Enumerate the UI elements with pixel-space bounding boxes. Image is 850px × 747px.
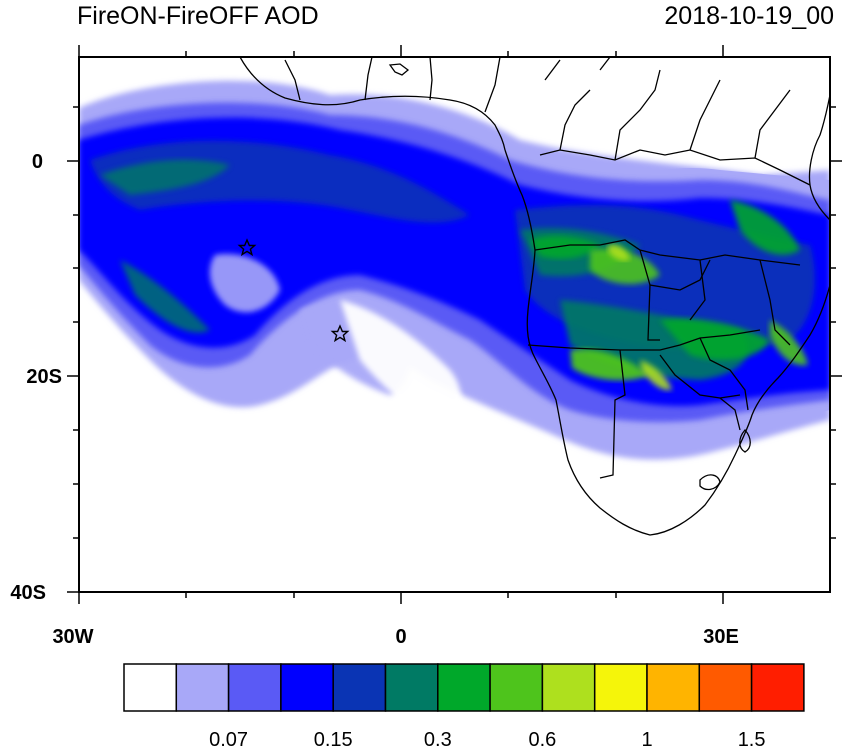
colorbar-swatch xyxy=(227,663,282,712)
colorbar-swatch xyxy=(489,663,544,712)
colorbar-swatch xyxy=(698,663,753,712)
star-marker-south xyxy=(330,324,350,343)
site-markers xyxy=(237,238,350,343)
colorbar-label: 1.5 xyxy=(738,729,766,747)
colorbar-label: 1 xyxy=(641,729,652,747)
map-frame xyxy=(78,56,831,593)
colorbar-swatch xyxy=(384,663,439,712)
axis-ticks xyxy=(67,45,842,604)
lon-label-0: 0 xyxy=(395,626,406,648)
colorbar-swatch xyxy=(750,663,805,712)
colorbar-swatch xyxy=(541,663,596,712)
colorbar-label: 0.07 xyxy=(209,729,248,747)
lat-label-0: 0 xyxy=(32,151,43,173)
colorbar-swatch xyxy=(593,663,648,712)
colorbar-swatch xyxy=(646,663,701,712)
colorbar-swatch xyxy=(123,663,178,712)
colorbar-label: 0.3 xyxy=(424,729,452,747)
map-title: FireON-FireOFF AOD xyxy=(77,2,319,30)
colorbar-labels: 0.07 0.15 0.3 0.6 1 1.5 xyxy=(209,729,765,747)
land-boundaries xyxy=(239,57,830,536)
colorbar-swatch xyxy=(175,663,230,712)
colorbar-swatch xyxy=(280,663,334,712)
colorbar-swatch xyxy=(332,663,387,712)
lat-label-20s: 20S xyxy=(26,366,62,388)
colorbar-label: 0.6 xyxy=(528,729,556,747)
colorbar-label: 0.15 xyxy=(314,729,353,747)
lon-label-30e: 30E xyxy=(703,626,739,648)
aod-field xyxy=(79,80,830,460)
lat-label-40s: 40S xyxy=(10,582,46,604)
colorbar xyxy=(123,663,805,712)
star-marker-north xyxy=(237,238,257,257)
colorbar-swatch xyxy=(437,663,491,712)
map-timestamp: 2018-10-19_00 xyxy=(664,2,834,30)
lon-label-30w: 30W xyxy=(52,626,93,648)
